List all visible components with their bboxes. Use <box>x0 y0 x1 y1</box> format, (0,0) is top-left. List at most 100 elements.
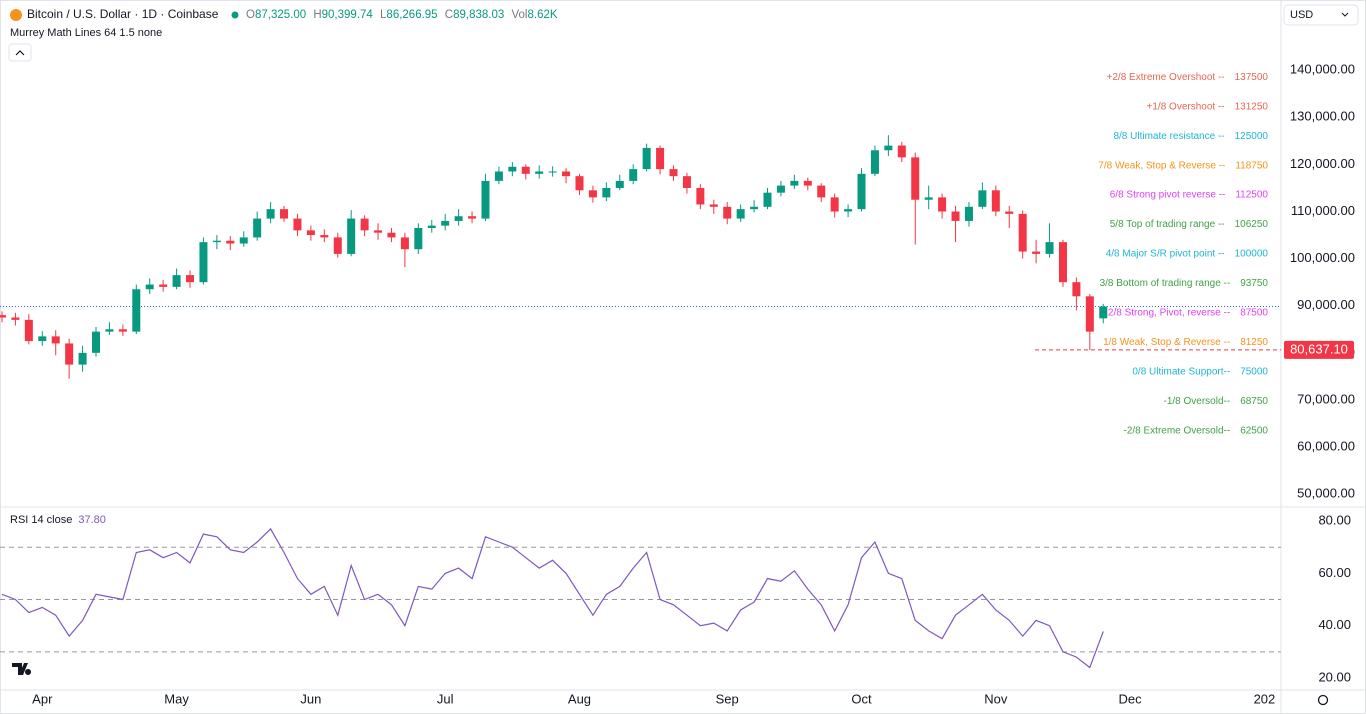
murrey-level: 7/8 Weak, Stop & Reverse -- 118750 <box>1098 160 1268 171</box>
candle-body <box>132 289 141 332</box>
candle-body <box>1099 306 1108 319</box>
x-tick-label: 202 <box>1254 691 1276 706</box>
candle-body <box>65 343 74 365</box>
murrey-level-label: +2/8 Extreme Overshoot -- <box>1107 72 1225 83</box>
candle-body <box>239 237 248 244</box>
candle-body <box>535 171 544 174</box>
x-tick-label: May <box>164 691 189 706</box>
candle-body <box>790 180 799 186</box>
candle-body <box>145 284 154 290</box>
y-tick-label: 110,000.00 <box>1291 203 1355 218</box>
murrey-level: +2/8 Extreme Overshoot -- 137500 <box>1107 72 1269 83</box>
y-tick-label: 140,000.00 <box>1290 62 1355 77</box>
murrey-level: 5/8 Top of trading range -- 106250 <box>1110 219 1269 230</box>
rsi-tick-label: 40.00 <box>1318 617 1351 632</box>
murrey-level-label: -1/8 Oversold-- <box>1164 395 1231 406</box>
ohlc-values: O87,325.00 H90,399.74 L86,266.95 C89,838… <box>246 9 558 21</box>
candle-body <box>1072 282 1081 297</box>
murrey-level-value: 106250 <box>1235 219 1269 230</box>
x-tick-label: Oct <box>851 691 872 706</box>
x-tick-label: Nov <box>984 691 1008 706</box>
tv-logo <box>12 663 32 675</box>
dropdown-icon <box>1341 12 1349 17</box>
candle-body <box>521 166 530 174</box>
candle-body <box>857 173 866 210</box>
murrey-level-label: 8/8 Ultimate resistance -- <box>1113 130 1224 141</box>
collapse-button[interactable] <box>8 43 32 62</box>
candle-body <box>212 240 221 243</box>
candle-body <box>1018 213 1027 252</box>
y-tick-label: 60,000.00 <box>1297 438 1355 453</box>
candle-body <box>78 352 87 365</box>
candle-body <box>562 171 571 177</box>
murrey-level-value: 93750 <box>1240 278 1268 289</box>
candle-body <box>911 157 920 200</box>
y-tick-label: 90,000.00 <box>1297 297 1355 312</box>
x-tick-label: Apr <box>32 691 53 706</box>
x-tick-label: Jun <box>300 691 321 706</box>
candle-body <box>159 284 168 287</box>
price-pane: +2/8 Extreme Overshoot -- 137500 +1/8 Over… <box>0 72 1281 436</box>
murrey-level-label: -2/8 Extreme Oversold-- <box>1123 425 1230 436</box>
symbol-title: Bitcoin / U.S. Dollar · 1D · Coinbase <box>27 7 219 21</box>
murrey-level: +1/8 Overshoot -- 131250 <box>1147 101 1269 112</box>
murrey-level-label: 3/8 Bottom of trading range -- <box>1100 278 1231 289</box>
murrey-level-value: 112500 <box>1235 189 1268 200</box>
candle-body <box>669 169 678 177</box>
murrey-level-value: 87500 <box>1240 307 1268 318</box>
candle-body <box>817 185 826 198</box>
candle-body <box>924 197 933 200</box>
candle-body <box>481 180 490 219</box>
collapse-icon <box>15 50 25 56</box>
candle-body <box>11 317 20 320</box>
murrey-level-value: 131250 <box>1235 101 1269 112</box>
candle-body <box>118 329 127 332</box>
candle-body <box>696 187 705 205</box>
candle-body <box>0 315 6 318</box>
candle-body <box>682 176 691 188</box>
candle-body <box>454 216 463 221</box>
candle-body <box>387 232 396 238</box>
currency-select[interactable] <box>1283 4 1359 26</box>
candle-body <box>1032 251 1041 254</box>
candle-body <box>253 218 262 238</box>
murrey-level-label: 1/8 Weak, Stop & Reverse -- <box>1103 337 1230 348</box>
candle-body <box>199 242 208 283</box>
candle-body <box>51 336 60 344</box>
candle-body <box>709 204 718 207</box>
candle-body <box>1005 211 1014 214</box>
murrey-level-value: 68750 <box>1240 395 1268 406</box>
candle-body <box>38 336 47 342</box>
rsi-title: RSI 14 close 37.80 <box>10 514 106 526</box>
murrey-level: 1/8 Weak, Stop & Reverse -- 81250 <box>1103 337 1268 348</box>
candle-body <box>991 190 1000 212</box>
candle-body <box>24 319 33 342</box>
y-tick-label: 130,000.00 <box>1290 109 1355 124</box>
murrey-level-value: 100000 <box>1235 248 1269 259</box>
candle-body <box>400 237 409 250</box>
murrey-level-value: 75000 <box>1240 366 1268 377</box>
price-tag <box>1284 340 1354 359</box>
murrey-level: 0/8 Ultimate Support-- 75000 <box>1132 366 1268 377</box>
candle-body <box>870 150 879 174</box>
candle-body <box>897 145 906 158</box>
candle-body <box>588 190 597 198</box>
currency-label: USD <box>1290 9 1313 21</box>
candle-body <box>172 275 181 287</box>
y-tick-label: 120,000.00 <box>1290 156 1355 171</box>
x-tick-label: Jul <box>437 691 454 706</box>
murrey-level-value: 62500 <box>1240 425 1268 436</box>
candle-body <box>656 147 665 170</box>
candle-body <box>1045 242 1054 254</box>
murrey-level-label: +1/8 Overshoot -- <box>1147 101 1225 112</box>
settings-icon[interactable] <box>1317 694 1329 706</box>
y-tick-label: 70,000.00 <box>1297 391 1355 406</box>
candle-body <box>320 235 329 238</box>
murrey-level-label: 4/8 Major S/R pivot point -- <box>1106 248 1225 259</box>
candle-body <box>803 180 812 186</box>
x-tick-label: Dec <box>1119 691 1143 706</box>
candle-body <box>629 169 638 181</box>
x-tick-label: Sep <box>716 691 739 706</box>
murrey-level: 8/8 Ultimate resistance -- 125000 <box>1113 130 1268 141</box>
